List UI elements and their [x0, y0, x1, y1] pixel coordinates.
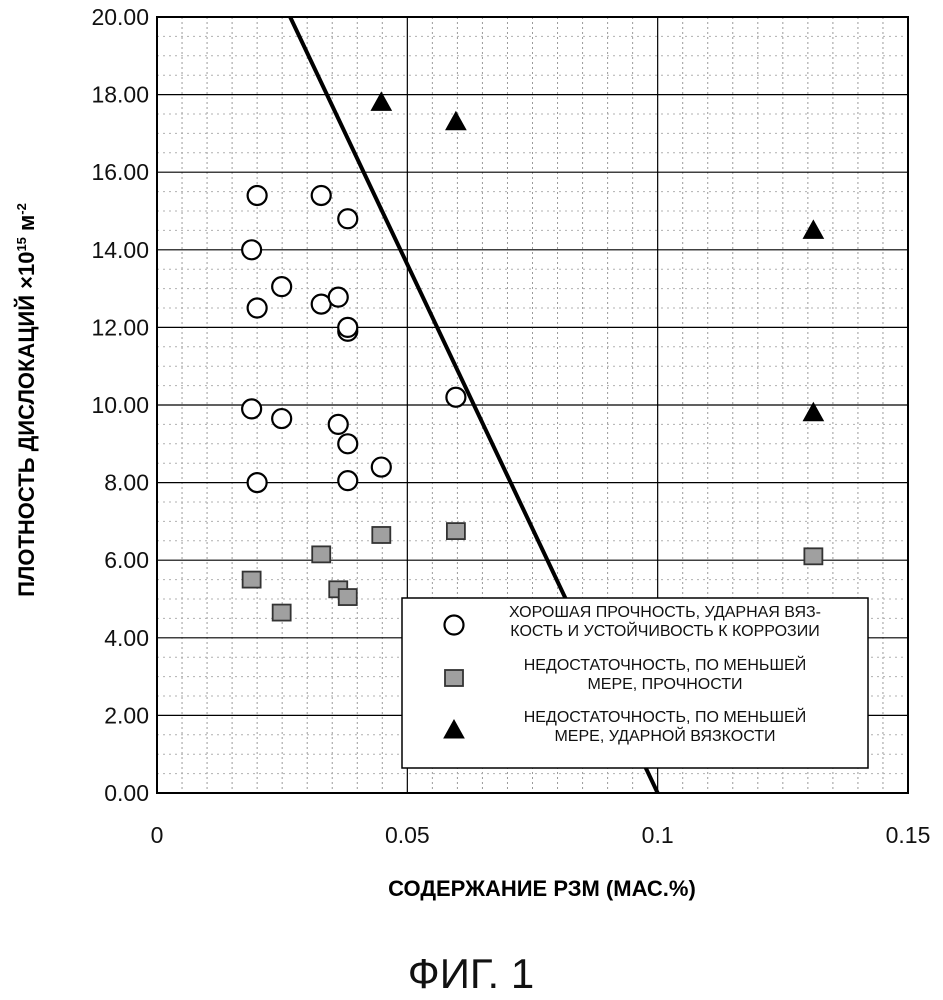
data-point-circle	[329, 288, 348, 307]
y-tick-label: 8.00	[104, 470, 149, 496]
y-tick-label: 16.00	[91, 159, 149, 185]
data-point-circle	[338, 471, 357, 490]
legend-label: ХОРОШАЯ ПРОЧНОСТЬ, УДАРНАЯ ВЯЗ-	[509, 604, 821, 621]
y-tick-label: 10.00	[91, 392, 149, 418]
x-tick-label: 0.15	[886, 822, 931, 848]
data-point-circle	[242, 240, 261, 259]
data-point-square	[273, 605, 291, 621]
data-point-circle	[312, 186, 331, 205]
data-point-circle	[248, 473, 267, 492]
legend-marker-square	[445, 670, 463, 686]
legend: ХОРОШАЯ ПРОЧНОСТЬ, УДАРНАЯ ВЯЗ-КОСТЬ И У…	[402, 598, 868, 768]
data-point-square	[804, 548, 822, 564]
data-point-circle	[242, 399, 261, 418]
data-point-square	[447, 523, 465, 539]
y-tick-label: 0.00	[104, 780, 149, 806]
data-point-circle	[248, 186, 267, 205]
legend-label: МЕРЕ, ПРОЧНОСТИ	[587, 676, 742, 693]
x-tick-label: 0	[151, 822, 164, 848]
data-point-square	[243, 572, 261, 588]
y-axis-title-main: ПЛОТНОСТЬ ДИСЛОКАЦИЙ ×10	[14, 252, 39, 597]
legend-label: НЕДОСТАТОЧНОСТЬ, ПО МЕНЬШЕЙ	[524, 655, 806, 674]
y-axis-title: ПЛОТНОСТЬ ДИСЛОКАЦИЙ ×1015 м-2	[14, 203, 39, 597]
x-tick-label: 0.05	[385, 822, 430, 848]
y-axis-title-unit-exp: -2	[14, 203, 29, 215]
y-tick-label: 18.00	[91, 82, 149, 108]
data-point-square	[312, 546, 330, 562]
data-point-circle	[338, 209, 357, 228]
y-tick-label: 12.00	[91, 314, 149, 340]
data-point-circle	[372, 458, 391, 477]
y-tick-label: 2.00	[104, 702, 149, 728]
y-axis-title-unit: м	[14, 215, 39, 237]
legend-label: МЕРЕ, УДАРНОЙ ВЯЗКОСТИ	[554, 726, 775, 745]
data-point-triangle	[803, 220, 823, 238]
data-point-circle	[329, 415, 348, 434]
data-point-circle	[446, 388, 465, 407]
data-point-circle	[272, 409, 291, 428]
data-point-square	[339, 589, 357, 605]
legend-marker-circle	[445, 616, 464, 635]
x-axis-title: СОДЕРЖАНИЕ РЗМ (МАС.%)	[388, 876, 696, 901]
y-tick-label: 6.00	[104, 547, 149, 573]
data-point-triangle	[446, 112, 466, 130]
legend-label: НЕДОСТАТОЧНОСТЬ, ПО МЕНЬШЕЙ	[524, 707, 806, 726]
legend-label: КОСТЬ И УСТОЙЧИВОСТЬ К КОРРОЗИИ	[510, 621, 819, 640]
data-point-circle	[248, 299, 267, 318]
figure-caption: ФИГ. 1	[408, 950, 534, 997]
data-point-circle	[338, 318, 357, 337]
y-tick-label: 20.00	[91, 4, 149, 30]
y-axis-title-exp: 15	[14, 237, 29, 251]
data-point-circle	[272, 277, 291, 296]
x-tick-label: 0.1	[642, 822, 674, 848]
data-points-layer	[242, 92, 823, 620]
y-tick-label: 4.00	[104, 625, 149, 651]
data-point-circle	[338, 434, 357, 453]
y-tick-label: 14.00	[91, 237, 149, 263]
data-point-square	[372, 527, 390, 543]
